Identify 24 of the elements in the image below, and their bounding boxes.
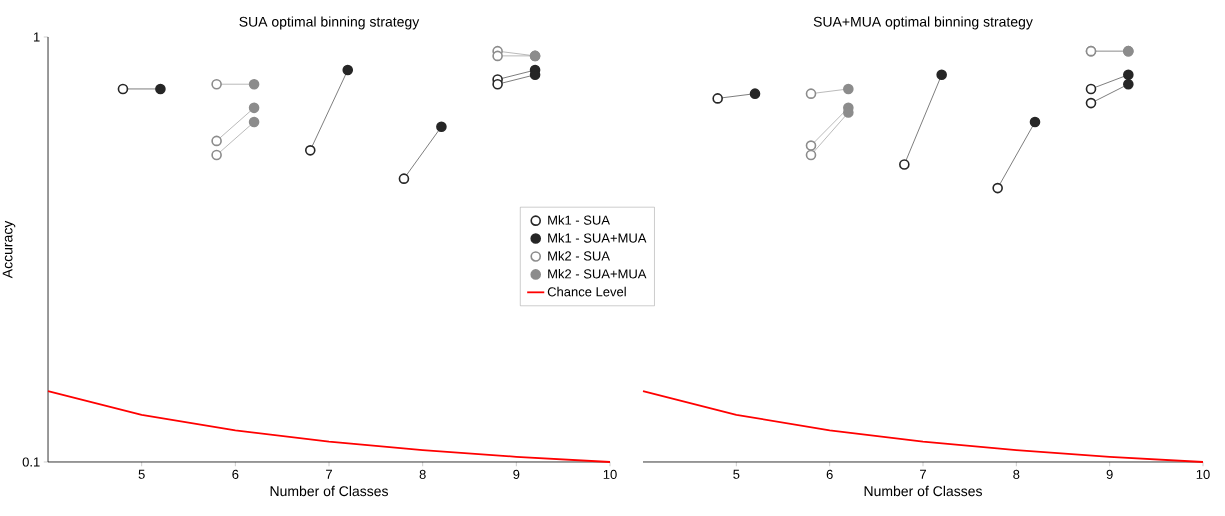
x-tick-label: 8 (419, 469, 426, 479)
legend-label: Mk1 - SUA+MUA (548, 233, 647, 243)
x-tick-label: 9 (1106, 469, 1113, 479)
y-axis-title: Accuracy (2, 220, 16, 279)
x-axis-title: Number of Classes (270, 485, 388, 497)
y-tick-label: 0.1 (22, 457, 40, 467)
x-tick-label: 10 (1196, 469, 1210, 479)
x-tick-label: 7 (920, 469, 926, 479)
legend-label: Mk2 - SUA+MUA (548, 268, 647, 279)
legend-label: Chance Level (547, 286, 626, 297)
x-axis-title: Number of Classes (864, 485, 982, 497)
legend-label: Mk1 - SUA (548, 215, 610, 225)
x-tick-label: 5 (733, 469, 740, 479)
x-tick-label: 6 (232, 469, 239, 479)
x-tick-label: 9 (513, 469, 520, 479)
chart-title: SUA+MUA optimal binning strategy (813, 16, 1033, 30)
legend-label: Mk2 - SUA (548, 251, 610, 261)
x-tick-label: 8 (1013, 469, 1020, 479)
y-tick-label: 1 (33, 32, 40, 42)
x-tick-label: 10 (603, 469, 617, 479)
x-tick-label: 6 (826, 469, 833, 479)
x-tick-label: 5 (138, 469, 145, 479)
x-tick-label: 7 (326, 469, 332, 479)
chart-title: SUA optimal binning strategy (239, 16, 420, 30)
